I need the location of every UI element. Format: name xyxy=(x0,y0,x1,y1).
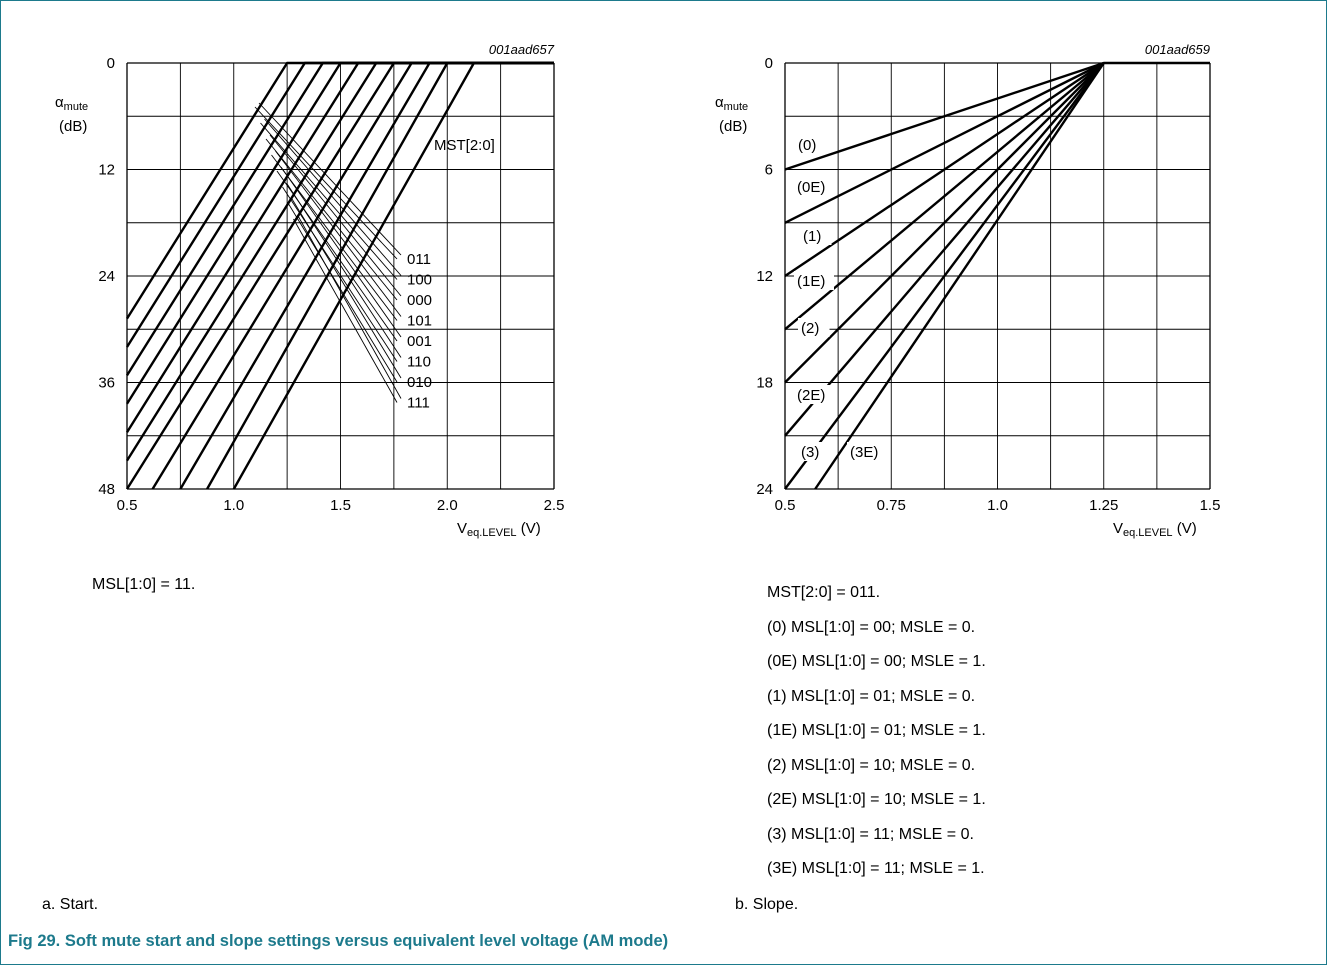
chart-a-leader-line xyxy=(293,218,398,403)
setting-line: (2E) MSL[1:0] = 10; MSLE = 1. xyxy=(767,791,986,808)
chart-b-y-axis-label: αmute xyxy=(715,94,748,113)
chart-b-series-label-bg xyxy=(794,271,834,290)
chart-a-series-label-110: 110 xyxy=(407,354,431,371)
chart-a-leader-line xyxy=(265,138,398,301)
chart-b-series-label-2E: (2E) xyxy=(797,387,825,404)
chart-b-series-line xyxy=(784,61,1105,224)
chart-b-series-label-3: (3) xyxy=(801,444,819,461)
setting-line: (1) MSL[1:0] = 01; MSLE = 0. xyxy=(767,687,976,705)
chart-b-series-label-3E: (3E) xyxy=(850,444,878,461)
figure-title: Fig 29. Soft mute start and slope settin… xyxy=(8,932,669,950)
chart-a-y-tick-label: 48 xyxy=(98,481,115,498)
chart-a-x-tick-label: 2.0 xyxy=(437,497,458,514)
chart-b-condition-note: MST[2:0] = 011. xyxy=(767,584,881,601)
setting-line: (3) MSL[1:0] = 11; MSLE = 0. xyxy=(767,825,974,843)
chart-b-series-label-bg xyxy=(794,385,834,404)
chart-b-series-label-0: (0) xyxy=(798,137,816,154)
setting-line: (3E) MSL[1:0] = 11; MSLE = 1. xyxy=(767,860,985,877)
chart-a-leader-line xyxy=(260,122,398,280)
chart-a-y-axis-label: αmute xyxy=(55,94,88,113)
chart-b-y-tick-label: 24 xyxy=(756,481,773,498)
chart-b-series-line xyxy=(784,62,1105,490)
chart-b-figure-id: 001aad659 xyxy=(1145,42,1210,57)
chart-b-x-tick-label: 1.5 xyxy=(1200,497,1221,514)
chart-b-y-tick-label: 6 xyxy=(765,162,773,179)
chart-b-x-axis-label: Veq.LEVEL (V) xyxy=(1113,520,1197,539)
chart-a-y-axis-unit: (dB) xyxy=(59,118,87,135)
chart-a-series-label-001: 001 xyxy=(407,333,432,350)
chart-b-x-tick-label: 1.25 xyxy=(1089,497,1118,514)
chart-a-leader-line xyxy=(269,134,402,297)
chart-b-settings-list: MST[2:0] = 011. (0) MSL[1:0] = 00; MSLE … xyxy=(767,576,986,887)
setting-line: (0) MSL[1:0] = 00; MSLE = 0. xyxy=(767,618,976,636)
chart-a-leader-line xyxy=(280,166,402,338)
chart-b-series-label-1: (1) xyxy=(803,228,821,245)
chart-b-series-label-bg xyxy=(798,442,830,461)
chart-b-series-line xyxy=(784,62,1105,331)
chart-a-leader-line xyxy=(287,202,398,383)
chart-b-x-tick-label: 0.75 xyxy=(877,497,906,514)
chart-a-condition-note: MSL[1:0] = 11. xyxy=(92,576,196,593)
chart-a-leader-line xyxy=(297,214,402,399)
chart-b-y-axis-unit: (dB) xyxy=(719,118,747,135)
chart-b-series-label-bg xyxy=(800,226,832,245)
chart-a-y-tick-label: 36 xyxy=(98,375,115,392)
chart-a-leader-line xyxy=(282,186,398,362)
chart-a-series-label-111: 111 xyxy=(407,395,430,412)
chart-a-x-axis-label: Veq.LEVEL (V) xyxy=(457,520,541,539)
chart-b-series-line xyxy=(784,62,1105,277)
chart-b-y-tick-label: 12 xyxy=(756,268,773,285)
chart-a-x-tick-label: 1.0 xyxy=(223,497,244,514)
chart-a-series-label-000: 000 xyxy=(407,292,432,309)
chart-b-x-tick-label: 0.5 xyxy=(775,497,796,514)
chart-b-caption: b. Slope. xyxy=(735,896,799,913)
chart-b-series-label-0E: (0E) xyxy=(797,179,825,196)
chart-a-series-label-010: 010 xyxy=(407,374,432,391)
chart-a-leader-line xyxy=(258,102,402,256)
chart-a-leader-line xyxy=(254,106,398,260)
chart-a-series-line xyxy=(232,61,554,490)
chart-b-series-label-bg xyxy=(798,318,830,337)
chart-a-series-label-101: 101 xyxy=(407,313,432,330)
chart-b-series-label-bg xyxy=(795,135,827,154)
chart-b-y-tick-label: 18 xyxy=(756,375,773,392)
setting-line: (2) MSL[1:0] = 10; MSLE = 0. xyxy=(767,756,976,774)
chart-b-series-line xyxy=(784,62,1105,437)
chart-a-y-tick-label: 12 xyxy=(98,162,115,179)
chart-a-caption: a. Start. xyxy=(42,896,99,913)
chart-a-series-label-100: 100 xyxy=(407,272,432,289)
setting-line: (1E) MSL[1:0] = 01; MSLE = 1. xyxy=(767,722,986,739)
chart-a-y-tick-label: 0 xyxy=(107,55,115,72)
chart-a-figure-id: 001aad657 xyxy=(489,42,555,57)
chart-a-leader-line xyxy=(275,150,402,317)
chart-b-series-label-1E: (1E) xyxy=(797,273,825,290)
setting-line: (0E) MSL[1:0] = 00; MSLE = 1. xyxy=(767,653,986,670)
chart-a-leader-line xyxy=(291,198,402,379)
chart-b-series-label-bg xyxy=(847,442,887,461)
chart-b-x-tick-label: 1.0 xyxy=(987,497,1008,514)
chart-b-series-line xyxy=(784,62,1105,384)
chart-b-series-label-2: (2) xyxy=(801,320,819,337)
chart-a-x-tick-label: 2.5 xyxy=(544,497,565,514)
chart-a-legend-title: MST[2:0] xyxy=(434,137,495,154)
chart-b-series-line xyxy=(814,62,1105,490)
chart-b-y-tick-label: 0 xyxy=(765,55,773,72)
chart-a-x-tick-label: 1.5 xyxy=(330,497,351,514)
chart-a-leader-line xyxy=(264,118,402,276)
chart-b-series-label-bg xyxy=(794,177,834,196)
chart-a-leader-line xyxy=(286,182,402,358)
chart-a-series-label-011: 011 xyxy=(407,251,431,268)
chart-a-y-tick-label: 24 xyxy=(98,268,115,285)
chart-a-x-tick-label: 0.5 xyxy=(117,497,138,514)
